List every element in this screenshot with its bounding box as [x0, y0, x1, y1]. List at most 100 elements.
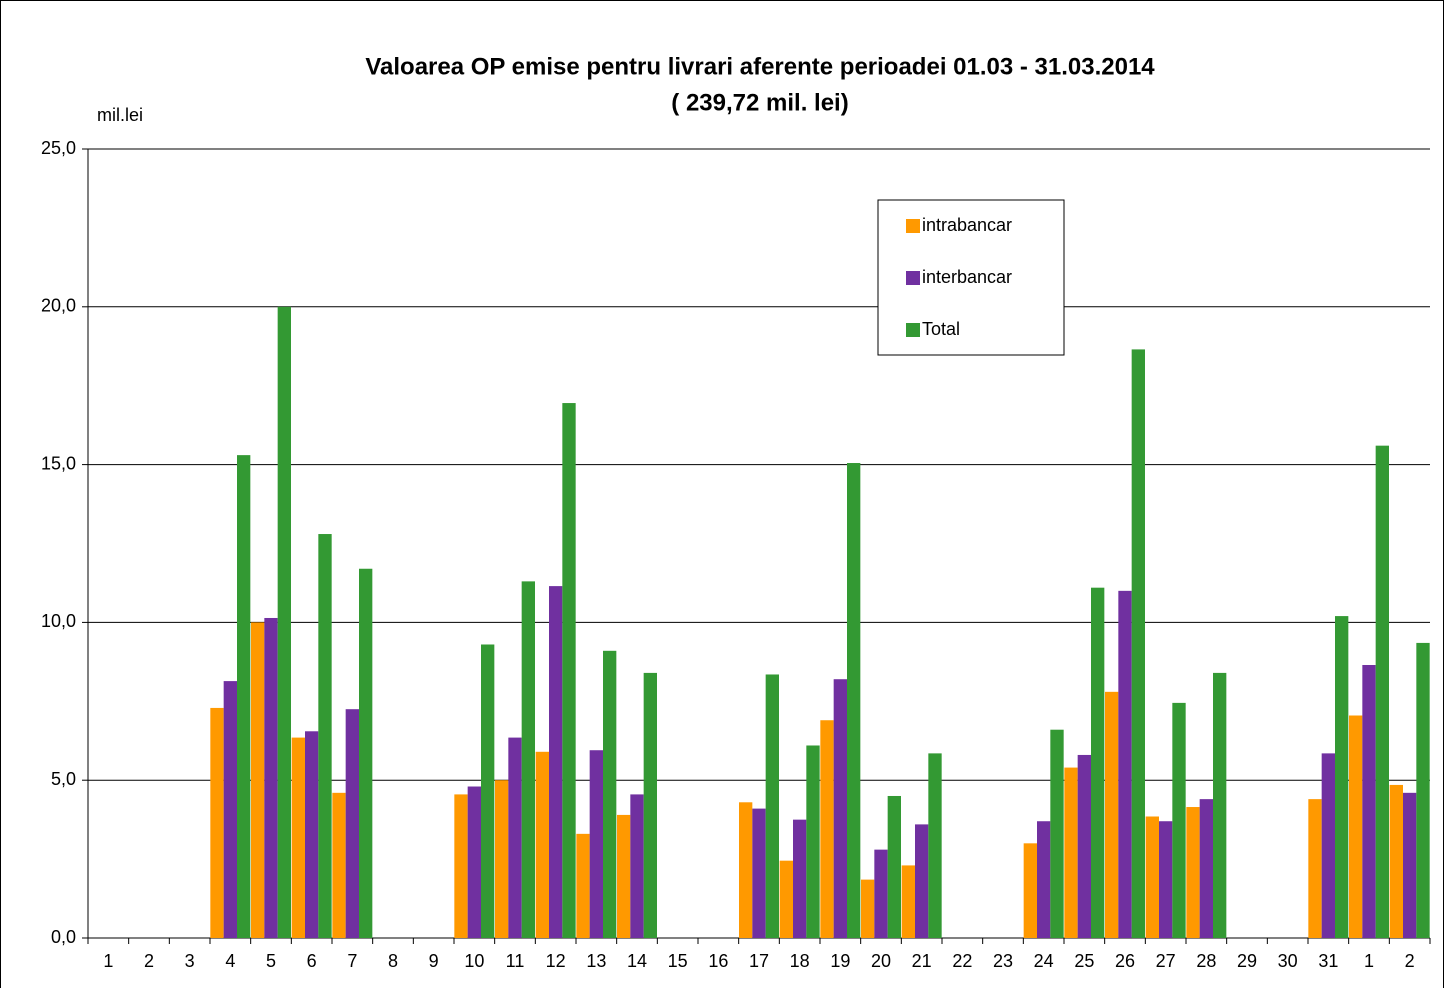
x-tick-label: 18: [790, 951, 810, 971]
bar: [481, 644, 495, 938]
bar: [643, 672, 657, 938]
bar: [1050, 729, 1064, 938]
x-tick-label: 28: [1196, 951, 1216, 971]
bar: [359, 568, 373, 938]
bar: [576, 833, 590, 938]
x-tick-label: 1: [1364, 951, 1374, 971]
x-tick-label: 10: [464, 951, 484, 971]
x-tick-label: 4: [225, 951, 235, 971]
bar: [332, 792, 346, 938]
legend-label: Total: [922, 319, 960, 339]
legend-swatch: [906, 323, 920, 337]
x-tick-label: 16: [708, 951, 728, 971]
bar: [345, 709, 359, 938]
bar: [1213, 672, 1227, 938]
bar: [1172, 702, 1186, 938]
x-tick-label: 2: [1405, 951, 1415, 971]
bar: [603, 650, 617, 938]
x-tick-label: 7: [347, 951, 357, 971]
legend-swatch: [906, 271, 920, 285]
chart-subtitle: ( 239,72 mil. lei): [671, 89, 848, 116]
bar: [820, 720, 834, 938]
bar: [915, 824, 929, 938]
bar: [495, 780, 509, 938]
bar: [630, 794, 644, 938]
bar: [1321, 753, 1335, 938]
bar: [1077, 754, 1091, 938]
x-tick-label: 24: [1034, 951, 1054, 971]
bar: [508, 737, 522, 938]
x-tick-label: 14: [627, 951, 647, 971]
x-tick-label: 27: [1156, 951, 1176, 971]
bar: [861, 879, 875, 938]
bar: [779, 860, 793, 938]
y-axis-label: mil.lei: [97, 105, 143, 125]
bar: [1159, 821, 1173, 938]
bar: [521, 581, 535, 938]
bar: [1375, 445, 1389, 938]
bar: [874, 849, 888, 938]
legend-label: intrabancar: [922, 215, 1012, 235]
y-tick-label: 20,0: [41, 296, 76, 316]
bar: [1118, 590, 1132, 938]
bar: [264, 617, 278, 938]
x-tick-label: 9: [429, 951, 439, 971]
chart-title: Valoarea OP emise pentru livrari aferent…: [365, 53, 1155, 80]
x-tick-label: 2: [144, 951, 154, 971]
x-tick-label: 13: [586, 951, 606, 971]
bar: [617, 814, 631, 938]
bar: [535, 751, 549, 938]
x-tick-label: 19: [830, 951, 850, 971]
bar: [752, 808, 766, 938]
bar: [1186, 807, 1200, 938]
bar: [793, 819, 807, 938]
bar: [1105, 691, 1119, 938]
bar: [251, 622, 265, 938]
bar: [1389, 784, 1403, 938]
x-tick-label: 25: [1074, 951, 1094, 971]
bar: [1091, 587, 1105, 938]
bar: [847, 463, 861, 938]
y-tick-label: 0,0: [51, 927, 76, 947]
x-tick-label: 21: [912, 951, 932, 971]
bar: [210, 707, 224, 938]
bar: [833, 679, 847, 938]
x-tick-label: 23: [993, 951, 1013, 971]
x-tick-label: 1: [103, 951, 113, 971]
x-tick-label: 17: [749, 951, 769, 971]
x-tick-label: 5: [266, 951, 276, 971]
x-tick-label: 12: [546, 951, 566, 971]
legend-swatch: [906, 219, 920, 233]
x-tick-label: 26: [1115, 951, 1135, 971]
x-tick-label: 3: [185, 951, 195, 971]
x-tick-label: 15: [668, 951, 688, 971]
bar: [318, 534, 332, 938]
bar: [237, 455, 251, 938]
x-tick-label: 30: [1278, 951, 1298, 971]
bar: [305, 731, 319, 938]
bar: [562, 403, 576, 939]
y-tick-label: 5,0: [51, 769, 76, 789]
bar: [1037, 821, 1051, 938]
bar: [549, 586, 563, 938]
bar: [901, 865, 915, 938]
y-tick-label: 10,0: [41, 611, 76, 631]
bar: [765, 674, 779, 938]
x-tick-label: 31: [1318, 951, 1338, 971]
bar: [1145, 816, 1159, 938]
bar: [1023, 843, 1037, 938]
bar: [454, 794, 468, 938]
bar: [589, 750, 603, 938]
bar: [223, 681, 237, 938]
bar: [467, 786, 481, 938]
x-tick-label: 8: [388, 951, 398, 971]
bar: [1416, 642, 1430, 938]
legend-label: interbancar: [922, 267, 1012, 287]
bar: [291, 737, 305, 938]
bar: [1199, 799, 1213, 938]
bar: [1403, 792, 1417, 938]
x-tick-label: 6: [307, 951, 317, 971]
x-tick-label: 22: [952, 951, 972, 971]
